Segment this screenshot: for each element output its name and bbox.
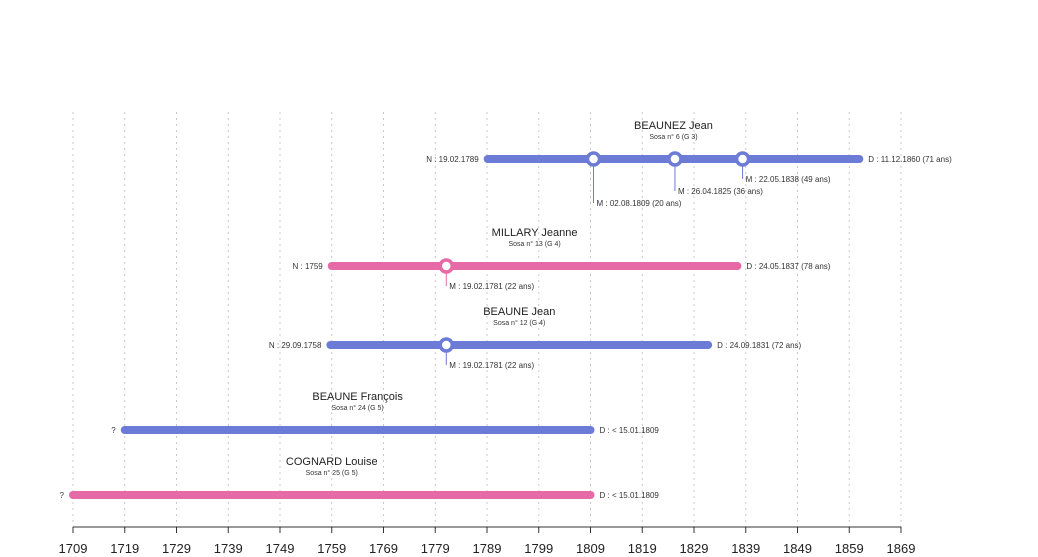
person-name: BEAUNEZ Jean (634, 120, 713, 132)
death-label: D : < 15.01.1809 (600, 426, 660, 435)
marriage-marker (438, 337, 455, 353)
axis-tick-label: 1759 (317, 541, 346, 556)
axis-tick-label: 1839 (731, 541, 760, 556)
event-label: M : 02.08.1809 (20 ans) (597, 199, 682, 208)
person-sosa: Sosa n° 24 (G 5) (332, 404, 384, 412)
person-sosa: Sosa n° 6 (G 3) (649, 133, 697, 141)
marriage-marker (438, 258, 455, 274)
axis-tick-label: 1849 (783, 541, 812, 556)
axis-tick-label: 1819 (628, 541, 657, 556)
axis-tick-label: 1719 (110, 541, 139, 556)
axis-tick-label: 1859 (835, 541, 864, 556)
birth-label: ? (111, 426, 116, 435)
death-label: D : 24.09.1831 (72 ans) (717, 341, 801, 350)
axis-tick-label: 1789 (473, 541, 502, 556)
event-label: M : 19.02.1781 (22 ans) (449, 361, 534, 370)
birth-label: N : 19.02.1789 (426, 155, 479, 164)
event-label: M : 26.04.1825 (36 ans) (678, 187, 763, 196)
person-sosa: Sosa n° 25 (G 5) (306, 469, 358, 477)
event-label: M : 22.05.1838 (49 ans) (746, 175, 831, 184)
person-sosa: Sosa n° 12 (G 4) (493, 319, 545, 327)
death-label: D : < 15.01.1809 (600, 491, 660, 500)
axis-tick-label: 1729 (162, 541, 191, 556)
axis-tick-label: 1749 (266, 541, 295, 556)
person-name: COGNARD Louise (286, 456, 378, 468)
axis-tick-label: 1809 (576, 541, 605, 556)
person-sosa: Sosa n° 13 (G 4) (508, 240, 560, 248)
death-label: D : 24.05.1837 (78 ans) (746, 262, 830, 271)
marriage-marker (585, 151, 602, 167)
event-label: M : 19.02.1781 (22 ans) (449, 282, 534, 291)
axis-tick-label: 1769 (369, 541, 398, 556)
axis-tick-label: 1799 (524, 541, 553, 556)
person-name: MILLARY Jeanne (492, 227, 578, 239)
birth-label: ? (60, 491, 65, 500)
marriage-marker (734, 151, 751, 167)
death-label: D : 11.12.1860 (71 ans) (868, 155, 952, 164)
birth-label: N : 1759 (293, 262, 324, 271)
axis-tick-label: 1739 (214, 541, 243, 556)
axis-tick-label: 1779 (421, 541, 450, 556)
x-axis: 1709 1719 1729 1739 1749 1759 1769 1779 1789 1799… (59, 526, 916, 556)
axis-tick-label: 1829 (680, 541, 709, 556)
axis-tick-label: 1709 (59, 541, 88, 556)
person-name: BEAUNE François (312, 391, 403, 403)
person-name: BEAUNE Jean (483, 306, 555, 318)
axis-tick-label: 1869 (887, 541, 916, 556)
marriage-marker (667, 151, 683, 167)
birth-label: N : 29.09.1758 (269, 341, 322, 350)
